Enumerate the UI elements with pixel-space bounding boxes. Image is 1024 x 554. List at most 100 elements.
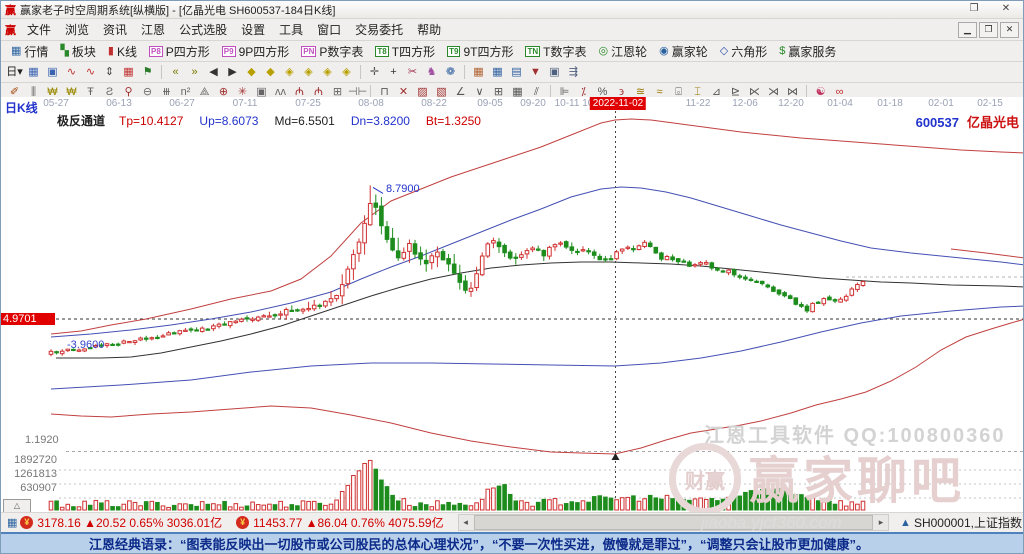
menu-item[interactable]: 窗口 [317, 23, 342, 37]
tool-icon[interactable]: % [597, 86, 608, 98]
tool-icon[interactable]: + [390, 66, 397, 78]
tool-icon[interactable]: ◀ [209, 66, 218, 78]
toolbar-button[interactable]: ▦ 行情 [8, 42, 51, 61]
tool-icon[interactable]: ◈ [285, 66, 294, 78]
toolbar-button[interactable]: ◎ 江恩轮 [595, 42, 650, 61]
scroll-left-arrow[interactable]: ◂ [463, 517, 468, 527]
chart-panel[interactable]: 05-27 06-13 06-27 07-11 07-25 08-08 08-22 09-05… [1, 97, 1024, 515]
horizontal-scrollbar[interactable]: ◂ ▸ [457, 514, 890, 531]
toolbar-button[interactable]: ▮ K线 [105, 42, 140, 61]
tool-icon[interactable]: ⌶ [694, 86, 701, 98]
menu-item[interactable]: 江恩 [141, 23, 166, 37]
tool-icon[interactable]: ♞ [426, 66, 437, 78]
tool-icon[interactable]: ⊞ [493, 86, 504, 98]
tool-icon[interactable]: ⟁ [199, 86, 210, 98]
close-button[interactable]: ✕ [1001, 3, 1011, 14]
tool-icon[interactable]: ⌻ [675, 86, 682, 98]
title-bar[interactable]: 赢 赢家老子时空周期系统[纵横版] - [亿晶光电 SH600537-184日K… [1, 1, 1023, 19]
tool-icon[interactable]: ⊣⊢ [348, 86, 368, 98]
toolbar-button[interactable]: ▚ 板块 [57, 42, 98, 61]
tool-icon[interactable]: ▦ [28, 66, 39, 78]
tool-icon[interactable]: Ŧ [87, 86, 94, 98]
candlestick-chart[interactable] [1, 111, 1024, 512]
tool-icon[interactable]: ∿ [85, 66, 96, 78]
tool-icon[interactable]: ☯ [815, 86, 826, 98]
menu-item[interactable]: 工具 [279, 23, 304, 37]
tool-icon[interactable]: ⫼ [30, 86, 37, 98]
tool-icon[interactable]: ϶ [619, 86, 624, 98]
tool-icon[interactable]: ⋊ [768, 86, 779, 98]
tool-icon[interactable]: ⋉ [749, 86, 760, 98]
tool-icon[interactable]: ⊞ [332, 86, 343, 98]
tool-icon[interactable]: ∨ [475, 86, 484, 98]
tool-icon[interactable]: ⋈ [787, 86, 798, 98]
tool-icon[interactable]: ✐ [9, 86, 20, 98]
tool-icon[interactable]: ▦ [512, 86, 523, 98]
tool-icon[interactable]: ✳ [237, 86, 248, 98]
tool-icon[interactable]: ▦ [492, 66, 503, 78]
tool-icon[interactable]: ⚑ [142, 66, 153, 78]
menu-item[interactable]: 文件 [27, 23, 52, 37]
tool-icon[interactable]: ✛ [369, 66, 380, 78]
tool-icon[interactable]: ⊕ [218, 86, 229, 98]
tool-icon[interactable]: ₼ [314, 86, 323, 98]
tool-icon[interactable]: ▨ [417, 86, 428, 98]
tool-icon[interactable]: ◈ [323, 66, 332, 78]
tool-icon[interactable]: ❁ [445, 66, 456, 78]
tool-icon[interactable]: Ƨ [105, 86, 114, 98]
tool-icon[interactable]: ◆ [247, 66, 256, 78]
tool-icon[interactable]: ⧻ [161, 86, 172, 98]
tool-icon[interactable]: ∿ [66, 66, 77, 78]
tool-icon[interactable]: ◆ [266, 66, 275, 78]
tool-icon[interactable]: ◈ [342, 66, 351, 78]
toolbar-button[interactable]: PN P数字表 [298, 42, 366, 61]
menu-item[interactable]: 资讯 [103, 23, 128, 37]
tool-icon[interactable]: ⫽ [534, 86, 539, 98]
tool-icon[interactable]: ▦ [123, 66, 134, 78]
tool-icon[interactable]: ✂ [407, 66, 418, 78]
mdi-button[interactable]: ▁ [958, 21, 977, 38]
tool-icon[interactable]: ✕ [398, 86, 409, 98]
tool-icon[interactable]: ⊵ [730, 86, 741, 98]
grid-icon[interactable]: ▦ [7, 517, 18, 529]
tool-icon[interactable]: ▦ [473, 66, 484, 78]
menu-item[interactable]: 浏览 [65, 23, 90, 37]
tool-icon[interactable]: n² [180, 86, 191, 98]
menu-item[interactable]: 帮助 [417, 23, 442, 37]
toolbar-button[interactable]: ◇ 六角形 [717, 42, 770, 61]
tool-icon[interactable]: ⇶ [568, 66, 579, 78]
tool-icon[interactable]: ∞ [835, 86, 844, 98]
tool-icon[interactable]: ▣ [256, 86, 267, 98]
tool-icon[interactable]: ▶ [228, 66, 237, 78]
tool-icon[interactable]: ▧ [436, 86, 447, 98]
toolbar-button[interactable]: ◉ 赢家轮 [656, 42, 711, 61]
tool-icon[interactable]: ∠ [455, 86, 466, 98]
tool-icon[interactable]: 日▾ [6, 66, 23, 78]
tool-icon[interactable]: ʌʌ [275, 86, 286, 98]
menu-item[interactable]: 公式选股 [179, 23, 228, 37]
tool-icon[interactable]: ◈ [304, 66, 313, 78]
toolbar-button[interactable]: TN T数字表 [522, 42, 589, 61]
toolbar-button[interactable]: T9 9T四方形 [444, 42, 516, 61]
tool-icon[interactable]: ₩ [66, 86, 77, 98]
tool-icon[interactable]: ≈ [656, 86, 663, 98]
tool-icon[interactable]: ⊫ [559, 86, 570, 98]
tool-icon[interactable]: ₩ [47, 86, 58, 98]
toolbar-button[interactable]: P9 9P四方形 [219, 42, 292, 61]
toolbar-button[interactable]: $ 赢家服务 [776, 42, 839, 61]
tool-icon[interactable]: ⊓ [380, 86, 389, 98]
tool-icon[interactable]: ▤ [511, 66, 522, 78]
shenzhen-index-quote[interactable]: 11453.77 ▲86.04 0.76% 4075.59亿 [253, 516, 444, 530]
shanghai-index-quote[interactable]: 3178.16 ▲20.52 0.65% 3036.01亿 [37, 516, 223, 530]
pane-splitter-button[interactable]: △ [3, 499, 31, 513]
tool-icon[interactable]: ≊ [635, 86, 646, 98]
scrollbar-thumb[interactable] [473, 515, 874, 530]
linked-index[interactable]: ▲ SH000001,上证指数 [897, 514, 1022, 531]
tool-icon[interactable]: ₼ [295, 86, 304, 98]
menu-item[interactable]: 交易委托 [355, 23, 404, 37]
mdi-button[interactable]: ✕ [1000, 21, 1019, 38]
scroll-right-arrow[interactable]: ▸ [878, 517, 884, 527]
tool-icon[interactable]: ⇕ [104, 66, 115, 78]
tool-icon[interactable]: ⁒ [581, 86, 586, 98]
tool-icon[interactable]: ▣ [549, 66, 560, 78]
